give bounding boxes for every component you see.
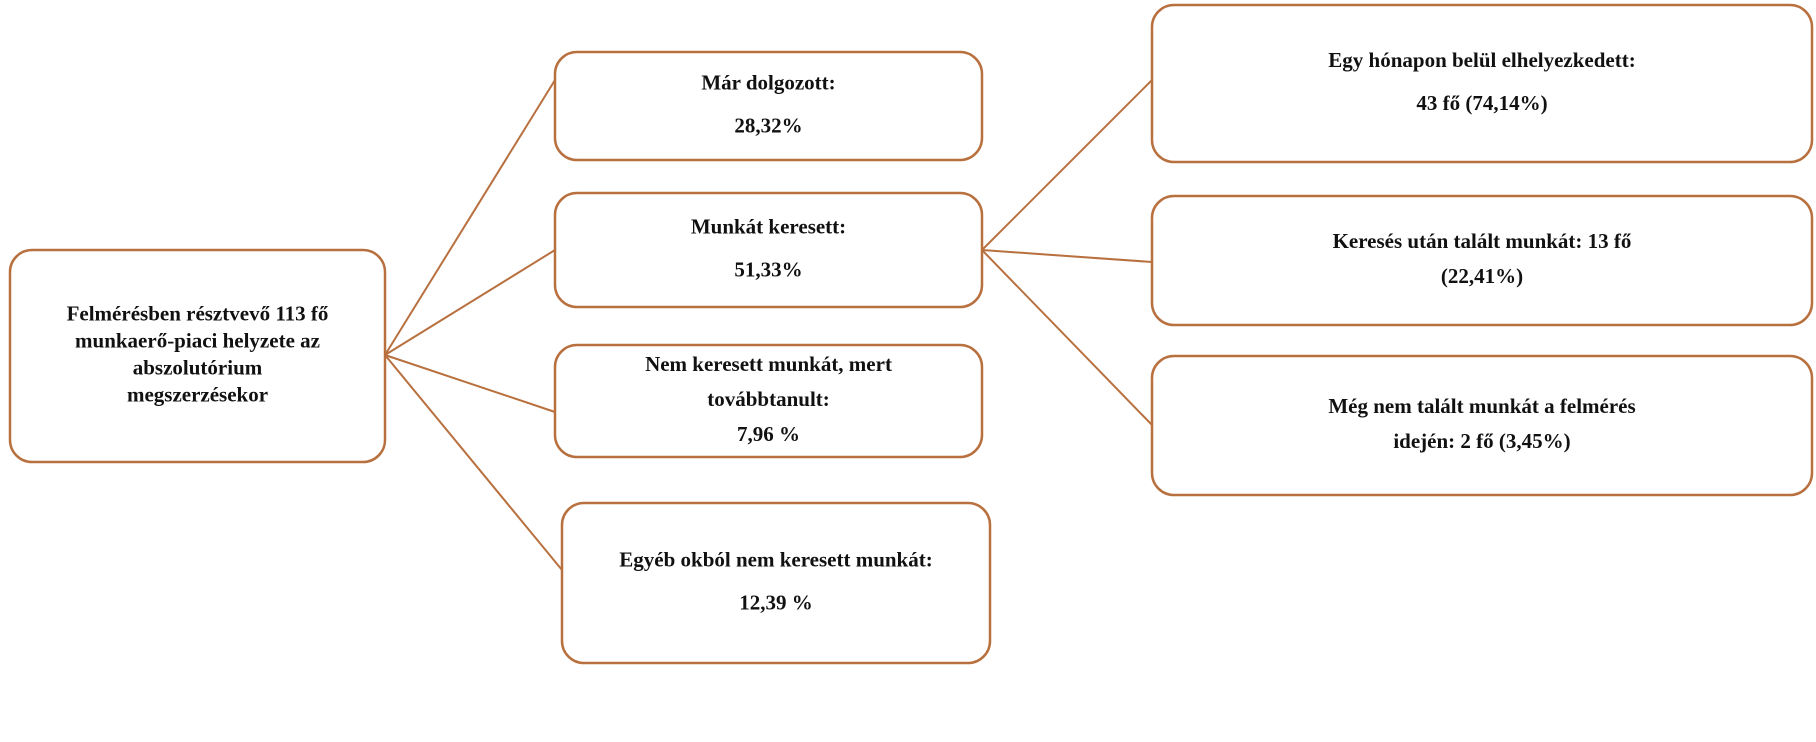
node-label: 12,39 % bbox=[739, 590, 813, 614]
node-label: Már dolgozott: bbox=[701, 70, 835, 94]
edge bbox=[384, 249, 556, 356]
node-label: Nem keresett munkát, mert bbox=[645, 352, 892, 376]
node-label: 43 fő (74,14%) bbox=[1416, 91, 1547, 115]
edge bbox=[384, 79, 556, 356]
edge bbox=[981, 249, 1153, 263]
node-label: idején: 2 fő (3,45%) bbox=[1393, 429, 1570, 453]
node-label: Egy hónapon belül elhelyezkedett: bbox=[1328, 48, 1635, 72]
node-label: 7,96 % bbox=[737, 422, 800, 446]
node-label: abszolutórium bbox=[133, 355, 263, 379]
node-label: megszerzésekor bbox=[127, 382, 268, 406]
node-label: továbbtanult: bbox=[707, 387, 830, 411]
node: Nem keresett munkát, mert továbbtanult: 7,… bbox=[553, 343, 984, 459]
node: Munkát keresett: 51,33% bbox=[553, 191, 984, 309]
node-label: 28,32% bbox=[734, 113, 802, 137]
node-label: Egyéb okból nem keresett munkát: bbox=[619, 547, 932, 571]
node-box bbox=[560, 501, 992, 665]
node-box bbox=[1150, 194, 1814, 327]
node: Felmérésben résztvevő 113 fő munkaerő-pia… bbox=[8, 248, 387, 464]
edge bbox=[384, 354, 556, 413]
node-label: Munkát keresett: bbox=[691, 214, 846, 238]
edges bbox=[384, 79, 1153, 571]
node-box bbox=[553, 343, 984, 459]
node: Már dolgozott: 28,32% bbox=[553, 50, 984, 162]
node: Még nem talált munkát a felmérés idején: … bbox=[1150, 354, 1814, 497]
node-box bbox=[8, 248, 387, 464]
edge bbox=[981, 79, 1153, 251]
node-label: (22,41%) bbox=[1441, 264, 1523, 288]
edge bbox=[981, 249, 1153, 426]
node: Keresés után talált munkát: 13 fő (22,41%… bbox=[1150, 194, 1814, 327]
node-box bbox=[553, 191, 984, 309]
edge bbox=[384, 354, 563, 571]
node-label: Keresés után talált munkát: 13 fő bbox=[1333, 229, 1632, 253]
node: Egyéb okból nem keresett munkát: 12,39 % bbox=[560, 501, 992, 665]
node-box bbox=[1150, 354, 1814, 497]
node-label: Még nem talált munkát a felmérés bbox=[1328, 394, 1635, 418]
node-box bbox=[553, 50, 984, 162]
node-label: 51,33% bbox=[734, 257, 802, 281]
node-box bbox=[1150, 3, 1814, 164]
node-label: Felmérésben résztvevő 113 fő bbox=[67, 301, 329, 325]
node: Egy hónapon belül elhelyezkedett: 43 fő (… bbox=[1150, 3, 1814, 164]
node-label: munkaerő-piaci helyzete az bbox=[75, 328, 320, 352]
